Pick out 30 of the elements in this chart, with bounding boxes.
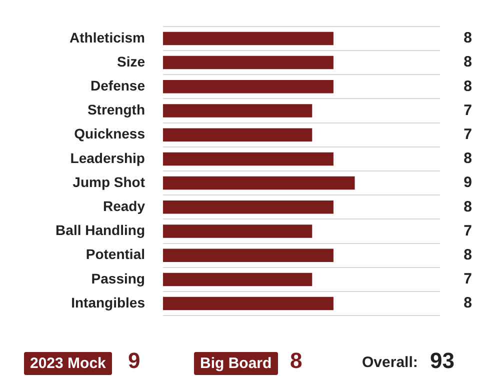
data-label: 7 [464, 270, 472, 288]
y-tick-label: Ready [102, 198, 146, 214]
y-tick-label: Strength [87, 102, 145, 118]
data-label: 9 [464, 174, 472, 192]
y-tick-label: Athleticism [70, 29, 145, 46]
y-tick-label: Intangibles [71, 294, 146, 310]
text: 8 [290, 348, 302, 374]
data-label: 7 [464, 126, 472, 143]
data-label: 7 [464, 102, 472, 119]
y-tick-label: Quickness [74, 126, 146, 142]
text: Big Board [194, 352, 278, 375]
y-tick-label: Ball Handling [56, 222, 145, 238]
text: 93 [430, 348, 454, 374]
text: 9 [128, 348, 140, 374]
data-label: 7 [464, 222, 472, 240]
data-label: 8 [464, 54, 472, 71]
text: 2023 Mock [24, 352, 112, 375]
data-label: 8 [464, 246, 472, 264]
y-tick-label: Jump Shot [72, 174, 146, 190]
data-label: 8 [464, 198, 472, 216]
y-tick-label: Defense [90, 78, 146, 94]
text: Overall: [362, 354, 418, 371]
data-label: 8 [464, 150, 472, 168]
data-label: 8 [464, 78, 472, 95]
y-tick-label: Leadership [70, 150, 145, 166]
y-tick-label: Size [116, 53, 146, 70]
data-label: 8 [464, 30, 472, 47]
y-tick-label: Potential [86, 246, 145, 262]
data-label: 8 [464, 294, 472, 312]
y-tick-label: Passing [91, 270, 145, 286]
